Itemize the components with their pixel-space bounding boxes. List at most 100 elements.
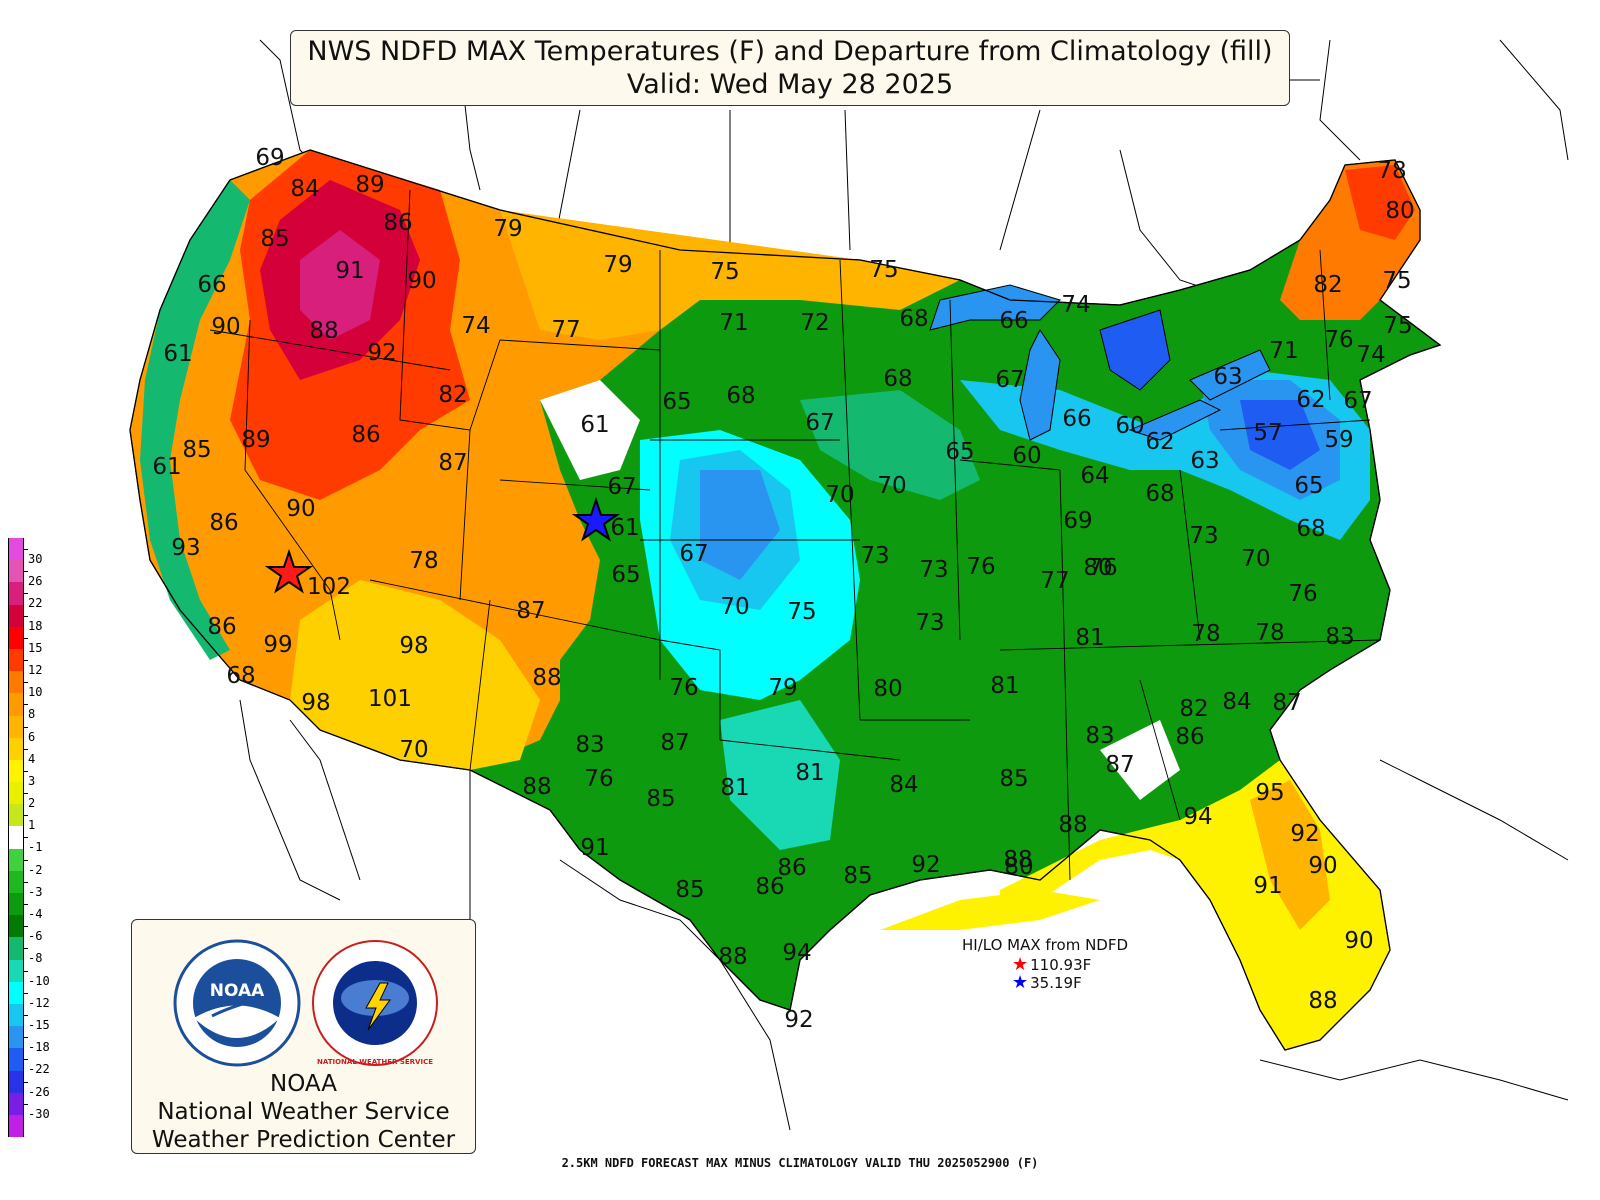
temperature-value: 85	[646, 786, 675, 812]
legend-tick	[24, 549, 28, 550]
legend-label: -2	[28, 862, 43, 877]
temperature-value: 98	[399, 633, 428, 659]
temperature-value: 77	[1040, 568, 1069, 594]
temperature-value: 67	[679, 541, 708, 567]
temperature-value: 72	[800, 310, 829, 336]
temperature-value: 92	[784, 1007, 813, 1033]
temperature-value: 61	[580, 412, 609, 438]
legend-label: -6	[28, 929, 43, 944]
legend-swatch	[8, 959, 24, 982]
legend-tick	[24, 904, 28, 905]
temperature-value: 65	[662, 389, 691, 415]
legend-swatch-row: 15	[8, 626, 88, 655]
nws-logo: NATIONAL WEATHER SERVICE	[312, 940, 438, 1066]
temperature-value: 86	[351, 422, 380, 448]
temperature-value: 86	[755, 874, 784, 900]
temperature-value: 65	[1294, 473, 1323, 499]
temperature-value: 91	[1253, 873, 1282, 899]
temperature-value: 80	[1083, 555, 1112, 581]
temperature-value: 75	[710, 259, 739, 285]
legend-label: -10	[28, 973, 50, 988]
temperature-value: 84	[1222, 689, 1251, 715]
us-outline	[129, 149, 1442, 1051]
temperature-value: 74	[1356, 342, 1385, 368]
temperature-value: 84	[889, 772, 918, 798]
temperature-value: 70	[399, 737, 428, 763]
legend-tick	[24, 881, 28, 883]
agency-line-1: NOAA	[269, 1071, 337, 1097]
hi-star-marker	[264, 548, 314, 594]
temperature-value: 83	[1085, 723, 1114, 749]
temperature-value: 76	[669, 675, 698, 701]
temperature-value: 71	[719, 310, 748, 336]
legend-label: -1	[28, 840, 43, 855]
legend-swatch	[8, 1026, 24, 1049]
temperature-value: 82	[438, 382, 467, 408]
legend-swatch-row: -4	[8, 893, 88, 921]
temperature-value: 67	[805, 410, 834, 436]
temperature-value: 73	[860, 543, 889, 569]
temperature-value: 69	[255, 145, 284, 171]
temperature-value: 85	[999, 766, 1028, 792]
temperature-value: 98	[301, 690, 330, 716]
temperature-value: 68	[1296, 516, 1325, 542]
temperature-value: 61	[610, 515, 639, 541]
legend-tick	[24, 1103, 28, 1105]
temperature-value: 75	[1383, 313, 1412, 339]
temperature-value: 89	[355, 172, 384, 198]
legend-swatch-row: -3	[8, 870, 88, 899]
legend-label: -8	[28, 951, 43, 966]
legend-label: 18	[28, 618, 43, 633]
hilo-title: HI/LO MAX from NDFD	[962, 936, 1129, 954]
hilo-low-row: ★ 35.19F	[1012, 972, 1082, 993]
temperature-value: 86	[777, 855, 806, 881]
color-legend: 30 26 22 18 15 12 10 8 6 4 3 2 1 -1 -2 -3 -4 -6 -8 -10 -12 -1…	[8, 538, 88, 1138]
legend-swatch-row: 26	[8, 560, 88, 588]
temperature-value: 85	[843, 863, 872, 889]
temperature-value: 60	[1115, 413, 1144, 439]
temperature-value: 75	[787, 599, 816, 625]
legend-swatch	[8, 826, 24, 849]
legend-swatch-row: -8	[8, 937, 88, 965]
legend-tick	[24, 571, 28, 573]
temperature-value: 87	[1272, 690, 1301, 716]
legend-tick	[24, 593, 28, 595]
temperature-value: 85	[182, 437, 211, 463]
legend-swatch	[8, 870, 24, 893]
legend-label: -15	[28, 1017, 50, 1032]
state-borders	[209, 189, 1381, 881]
temperature-value: 70	[877, 473, 906, 499]
legend-swatch-row: 22	[8, 582, 88, 610]
temperature-value: 76	[966, 554, 995, 580]
legend-tick	[24, 704, 28, 706]
temperature-value: 88	[1058, 812, 1087, 838]
temperature-value: 73	[919, 557, 948, 583]
temperature-value: 90	[211, 314, 240, 340]
temperature-value: 82	[1179, 696, 1208, 722]
legend-tick	[24, 948, 28, 950]
noaa-logo: NOAA	[173, 939, 301, 1067]
temperature-value: 69	[1063, 508, 1092, 534]
temperature-value: 74	[461, 313, 490, 339]
legend-label: 10	[28, 685, 43, 700]
temperature-value: 88	[1308, 988, 1337, 1014]
title-line-1: NWS NDFD MAX Temperatures (F) and Depart…	[307, 36, 1273, 67]
legend-swatch	[8, 1003, 24, 1027]
legend-swatch-row: 2	[8, 782, 88, 810]
legend-label: -30	[28, 1106, 50, 1121]
legend-swatch	[8, 693, 24, 716]
noaa-emblem-text: NOAA	[210, 981, 265, 1001]
temperature-value: 88	[309, 318, 338, 344]
lo-star-marker	[571, 496, 621, 542]
agency-logo-box: NOAA NATIONAL WEATHER SERVICE NOAA Natio…	[131, 919, 476, 1154]
temperature-value: 92	[1290, 821, 1319, 847]
legend-label: 12	[28, 662, 43, 677]
temperature-value: 95	[1255, 780, 1284, 806]
legend-swatch-row: -30	[8, 1092, 88, 1121]
temperature-value: 64	[1080, 463, 1109, 489]
legend-swatch	[8, 848, 24, 871]
temperature-value: 94	[1183, 804, 1212, 830]
legend-tick	[24, 748, 28, 750]
legend-swatch-row: -1	[8, 826, 88, 854]
temperature-value: 62	[1145, 429, 1174, 455]
